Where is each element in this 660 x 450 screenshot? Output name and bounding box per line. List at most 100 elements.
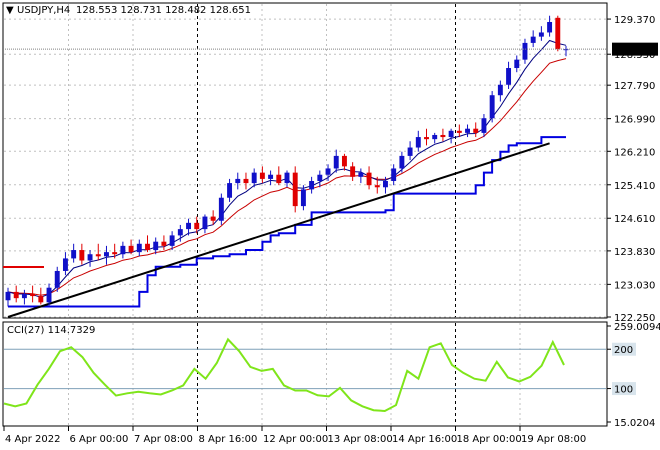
price-tick-label: 126.210: [614, 147, 655, 158]
indicator-label: CCI(27) 114.7329: [7, 325, 95, 336]
candle-body: [218, 197, 224, 221]
dropdown-arrow-icon[interactable]: ▼: [6, 5, 14, 16]
candle-body: [46, 287, 52, 303]
candle-body: [350, 166, 356, 177]
candle-body: [563, 49, 569, 51]
candles[interactable]: [5, 15, 569, 307]
candle-body: [497, 84, 503, 96]
price-tick-label: 123.030: [614, 280, 655, 291]
candle-body: [473, 128, 479, 133]
candle-body: [210, 216, 216, 221]
cci-tick-label: 259.0094: [614, 322, 660, 333]
candle-body: [38, 296, 44, 303]
candle-body: [79, 250, 85, 261]
candle-body: [407, 147, 413, 156]
trend-line[interactable]: [7, 142, 550, 318]
candle-body: [235, 178, 241, 184]
candle-body: [194, 222, 200, 230]
time-tick-label: 13 Apr 08:00: [328, 434, 393, 445]
price-tick-label: 122.250: [614, 313, 655, 324]
candle-body: [145, 243, 150, 251]
candle-body: [399, 155, 405, 169]
current-price-badge: [612, 42, 658, 56]
candle-body: [383, 181, 388, 188]
candle-body: [530, 36, 536, 43]
grid-lines: [4, 4, 606, 425]
time-tick-label: 8 Apr 16:00: [199, 434, 258, 445]
candle-body: [21, 293, 27, 299]
candle-body: [54, 270, 60, 288]
time-tick-label: 6 Apr 00:00: [70, 434, 129, 445]
cci-level-badge: [612, 382, 636, 396]
candle-body: [456, 130, 462, 133]
candle-body: [112, 252, 118, 255]
candle-body: [415, 137, 421, 148]
candle-body: [30, 293, 36, 297]
time-tick-label: 7 Apr 08:00: [134, 434, 193, 445]
time-axis[interactable]: 4 Apr 2022 6 Apr 00:00 7 Apr 08:00 8 Apr 16…: [3, 426, 586, 445]
chart-symbol: USDJPY,H4: [17, 5, 70, 16]
candle-body: [358, 172, 364, 177]
candle-body: [333, 155, 339, 169]
cci-level-lines: [4, 348, 606, 390]
candle-body: [465, 128, 470, 133]
price-tick-label: 129.370: [614, 15, 655, 26]
candle-body: [268, 174, 274, 179]
candle-body: [424, 137, 429, 140]
candle-body: [259, 172, 265, 179]
candle-body: [538, 32, 544, 37]
candle-body: [440, 134, 446, 138]
candle-body: [506, 68, 512, 85]
candle-body: [522, 42, 528, 60]
cci-line: [3, 337, 565, 413]
price-tick-label: 126.990: [614, 115, 655, 126]
price-tick-label: 125.410: [614, 181, 655, 192]
cci-level-badge: [612, 342, 636, 356]
candle-body: [95, 254, 101, 257]
candle-body: [161, 241, 167, 246]
price-tick-label: 128.530: [614, 50, 655, 61]
candle-body: [309, 181, 315, 190]
candle-body: [317, 174, 323, 182]
candle-body: [136, 243, 142, 253]
candle-body: [341, 155, 347, 167]
candle-body: [292, 172, 298, 207]
candle-body: [547, 21, 553, 33]
ema-slow-line: [7, 58, 567, 296]
price-tick-label: 127.790: [614, 81, 655, 92]
price-tick-label: 124.610: [614, 214, 655, 225]
candle-body: [391, 168, 397, 182]
time-tick-label: 19 Apr 08:00: [521, 434, 586, 445]
candle-body: [186, 222, 191, 230]
candle-body: [177, 229, 183, 236]
candle-body: [71, 250, 77, 259]
cci-tick-label: 200: [614, 345, 633, 356]
candle-body: [514, 59, 520, 69]
cci-tick-label: 100: [614, 385, 633, 396]
candle-body: [202, 216, 208, 230]
candle-body: [300, 189, 306, 207]
candle-body: [325, 168, 331, 175]
candle-body: [366, 172, 372, 186]
candle-body: [555, 17, 561, 50]
candle-body: [227, 183, 233, 198]
candle-body: [5, 291, 11, 301]
candle-body: [489, 95, 495, 119]
candle-body: [276, 174, 282, 184]
candle-body: [432, 134, 438, 140]
chart-ohlc: 128.553 128.731 128.482 128.651: [76, 5, 251, 16]
candle-body: [62, 258, 68, 271]
indicator-axis: 259.0094 200 100 15.0204: [607, 322, 660, 429]
support-step-line: [8, 136, 566, 308]
candle-body: [153, 241, 159, 251]
price-axis[interactable]: 129.370 128.530 127.790 126.990 126.210 125.4…: [607, 15, 655, 324]
candle-body: [243, 178, 249, 184]
current-price-value: 128.651: [614, 45, 655, 56]
candle-body: [374, 185, 380, 188]
candle-body: [128, 245, 134, 253]
price-tick-label: 123.830: [614, 247, 655, 258]
time-tick-label: 14 Apr 16:00: [392, 434, 457, 445]
candle-body: [481, 118, 487, 133]
candle-body: [169, 235, 175, 246]
